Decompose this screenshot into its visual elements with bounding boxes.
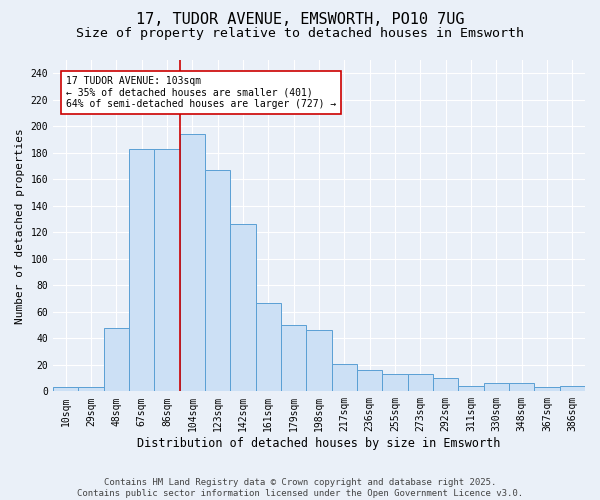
Bar	[484, 384, 509, 392]
Bar	[407, 374, 433, 392]
Bar	[179, 134, 205, 392]
Text: Contains HM Land Registry data © Crown copyright and database right 2025.
Contai: Contains HM Land Registry data © Crown c…	[77, 478, 523, 498]
Bar	[205, 170, 230, 392]
Bar	[433, 378, 458, 392]
Bar	[129, 149, 154, 392]
Bar	[535, 388, 560, 392]
Bar	[307, 330, 332, 392]
Bar	[256, 302, 281, 392]
Bar	[230, 224, 256, 392]
Bar	[154, 149, 179, 392]
Text: 17 TUDOR AVENUE: 103sqm
← 35% of detached houses are smaller (401)
64% of semi-d: 17 TUDOR AVENUE: 103sqm ← 35% of detache…	[66, 76, 336, 109]
Bar	[281, 325, 307, 392]
Bar	[53, 388, 79, 392]
Bar	[509, 384, 535, 392]
Y-axis label: Number of detached properties: Number of detached properties	[15, 128, 25, 324]
Text: 17, TUDOR AVENUE, EMSWORTH, PO10 7UG: 17, TUDOR AVENUE, EMSWORTH, PO10 7UG	[136, 12, 464, 28]
Bar	[560, 386, 585, 392]
Bar	[332, 364, 357, 392]
Bar	[357, 370, 382, 392]
X-axis label: Distribution of detached houses by size in Emsworth: Distribution of detached houses by size …	[137, 437, 501, 450]
Bar	[458, 386, 484, 392]
Text: Size of property relative to detached houses in Emsworth: Size of property relative to detached ho…	[76, 28, 524, 40]
Bar	[104, 328, 129, 392]
Bar	[382, 374, 407, 392]
Bar	[79, 388, 104, 392]
